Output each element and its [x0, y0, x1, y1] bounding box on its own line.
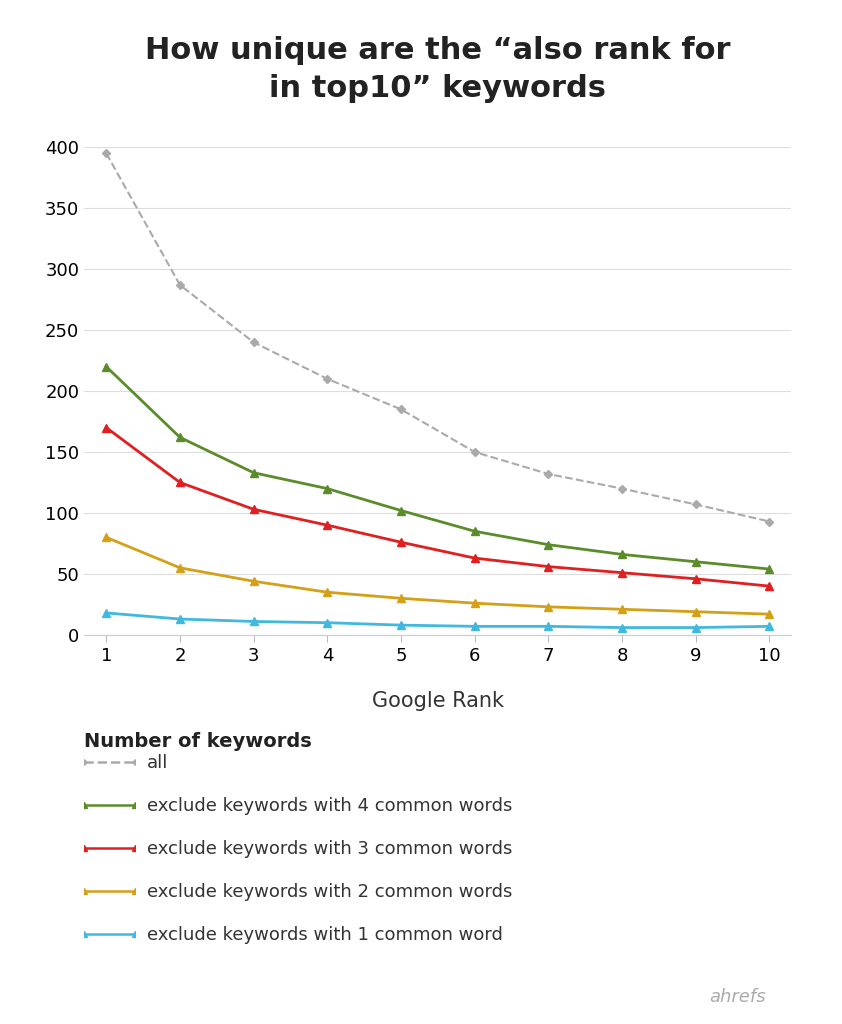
- Text: How unique are the “also rank for
in top10” keywords: How unique are the “also rank for in top…: [145, 36, 731, 103]
- Text: exclude keywords with 4 common words: exclude keywords with 4 common words: [147, 797, 513, 815]
- Text: Google Rank: Google Rank: [372, 691, 504, 712]
- Text: exclude keywords with 2 common words: exclude keywords with 2 common words: [147, 883, 513, 901]
- Text: all: all: [147, 754, 168, 772]
- Text: exclude keywords with 3 common words: exclude keywords with 3 common words: [147, 840, 513, 858]
- Text: ahrefs: ahrefs: [710, 987, 766, 1006]
- Text: exclude keywords with 1 common word: exclude keywords with 1 common word: [147, 926, 504, 944]
- Text: Number of keywords: Number of keywords: [84, 732, 312, 752]
